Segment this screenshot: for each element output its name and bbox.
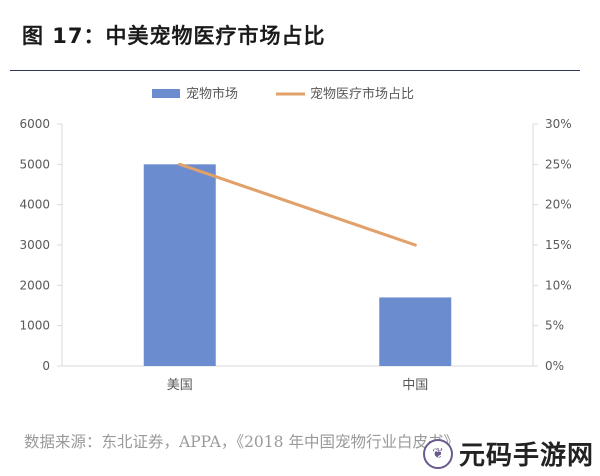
bar-series: [143, 164, 452, 366]
y-right-tick-label: 15%: [545, 238, 572, 252]
y-right-tick-label: 5%: [545, 319, 564, 333]
share-point-中国: [413, 243, 417, 247]
watermark-text: 元码手游网: [458, 441, 594, 471]
bar-美国: [143, 164, 216, 366]
axes: 0 1000 2000 3000 4000 5000 6000 0% 5% 10% 15% 20% 25…: [19, 117, 571, 373]
leaf-badge-icon: ❦: [422, 438, 453, 469]
share-line: [178, 162, 417, 247]
y-left-tick-label: 6000: [19, 117, 50, 131]
y-right-tick-label: 10%: [545, 278, 572, 292]
figure-title: 图 17：中美宠物医疗市场占比: [22, 24, 326, 48]
y-right-tick-label: 20%: [545, 198, 572, 212]
bar-中国: [379, 297, 452, 366]
combo-chart: 宠物市场 宠物医疗市场占比 01000200030004000500060000…: [19, 86, 571, 393]
y-left-tick-label: 1000: [19, 319, 50, 333]
y-right-tick-label: 30%: [545, 117, 572, 131]
y-left-tick-label: 0: [42, 359, 50, 373]
y-right-tick-label: 0%: [545, 359, 564, 373]
y-right-tick-label: 25%: [545, 157, 572, 171]
category-labels: 美国 中国: [167, 378, 429, 393]
source-note: 数据来源：东北证券，APPA，《2018 年中国宠物行业白皮书》: [24, 433, 459, 451]
legend-label-bar: 宠物市场: [186, 86, 238, 102]
y-left-tick-label: 3000: [19, 238, 50, 252]
title-divider: [10, 70, 580, 71]
y-left-tick-label: 2000: [19, 278, 50, 292]
x-category-label: 中国: [402, 378, 428, 393]
legend: 宠物市场 宠物医疗市场占比: [152, 86, 414, 102]
y-left-tick-label: 4000: [19, 198, 50, 212]
legend-swatch-bar: [152, 89, 180, 98]
share-point-美国: [178, 162, 182, 166]
line-series: [178, 162, 417, 247]
watermark: ❦ 元码手游网: [422, 435, 594, 472]
y-left-tick-label: 5000: [19, 157, 50, 171]
x-category-label: 美国: [167, 378, 193, 393]
legend-label-line: 宠物医疗市场占比: [310, 86, 414, 102]
